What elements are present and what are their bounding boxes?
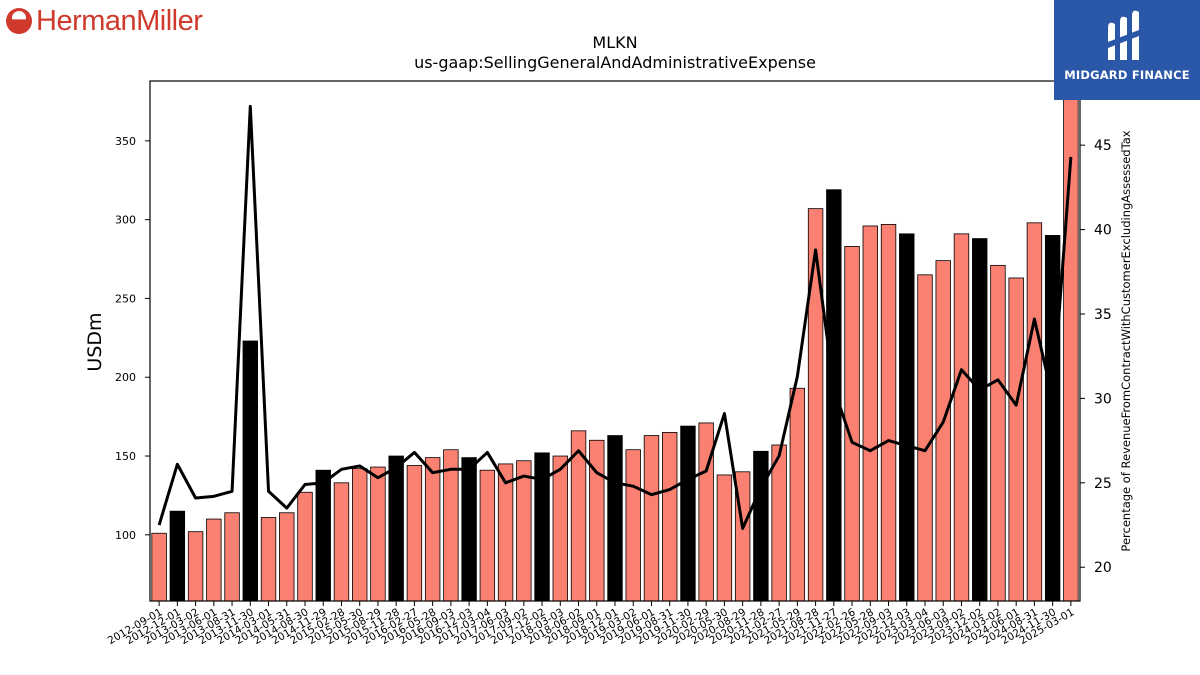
bar xyxy=(297,491,313,602)
bar xyxy=(698,422,714,602)
bar xyxy=(1026,222,1043,602)
axes: 1001502002503003502025303540452012-09-01… xyxy=(106,80,1112,647)
bar xyxy=(479,469,496,602)
bar xyxy=(352,468,368,602)
y2-tick-label: 25 xyxy=(1094,476,1112,492)
bar xyxy=(972,238,988,602)
bar xyxy=(424,457,441,602)
bar xyxy=(206,518,222,602)
y2-tick-label: 45 xyxy=(1094,138,1112,154)
bar xyxy=(716,474,733,602)
bar xyxy=(990,264,1006,602)
chart-subtitle: us-gaap:SellingGeneralAndAdministrativeE… xyxy=(414,53,816,72)
midgard-logo-text: MIDGARD FINANCE xyxy=(1064,68,1190,82)
bar xyxy=(862,225,878,602)
midgard-finance-logo: MIDGARD FINANCE xyxy=(1054,0,1200,100)
y2-tick-label: 20 xyxy=(1094,560,1112,576)
bar xyxy=(388,455,404,602)
bar xyxy=(260,517,277,602)
y2-axis-label: Percentage of RevenueFromContractWithCus… xyxy=(1119,130,1133,551)
bar xyxy=(662,431,678,602)
bar xyxy=(771,444,787,602)
bar-group xyxy=(151,80,1079,602)
y-axis-label: USDm xyxy=(84,312,106,371)
bar xyxy=(607,435,623,602)
bar xyxy=(1044,235,1061,602)
bar xyxy=(753,450,769,602)
bar xyxy=(443,449,459,602)
bar xyxy=(224,512,240,602)
bar xyxy=(917,274,933,602)
bar xyxy=(315,469,331,602)
bar xyxy=(461,457,477,602)
bar xyxy=(497,463,514,602)
line-group xyxy=(157,104,1073,530)
bar xyxy=(680,425,696,602)
chart-title: MLKN xyxy=(592,33,637,52)
y-tick-label: 350 xyxy=(115,135,136,148)
y-tick-label: 300 xyxy=(115,214,136,227)
bar xyxy=(880,223,897,602)
bar xyxy=(169,510,186,602)
bar xyxy=(406,465,423,602)
bar xyxy=(789,387,806,602)
bar xyxy=(1008,277,1024,602)
bar xyxy=(279,512,295,602)
y2-tick-label: 40 xyxy=(1094,223,1112,239)
y-tick-label: 100 xyxy=(115,529,136,542)
y2-tick-label: 35 xyxy=(1094,307,1112,323)
bar xyxy=(826,189,842,602)
bar xyxy=(333,482,350,602)
y-tick-label: 150 xyxy=(115,450,136,463)
bar xyxy=(953,233,970,602)
herman-miller-logo-icon xyxy=(6,8,32,34)
bar xyxy=(242,340,258,602)
bar xyxy=(370,466,386,602)
bar xyxy=(516,460,532,602)
herman-miller-logo: HermanMiller xyxy=(6,4,203,38)
bar xyxy=(151,532,167,602)
bar xyxy=(807,208,824,602)
bar xyxy=(899,233,915,602)
bar xyxy=(552,455,568,602)
y2-tick-label: 30 xyxy=(1094,391,1112,407)
bar xyxy=(187,531,204,602)
y-tick-label: 250 xyxy=(115,292,136,305)
herman-miller-logo-text: HermanMiller xyxy=(36,4,203,37)
midgard-logo-icon xyxy=(1108,10,1139,61)
bar xyxy=(643,435,660,602)
y-tick-label: 200 xyxy=(115,371,136,384)
bar xyxy=(625,449,641,602)
series-line xyxy=(157,104,1073,530)
